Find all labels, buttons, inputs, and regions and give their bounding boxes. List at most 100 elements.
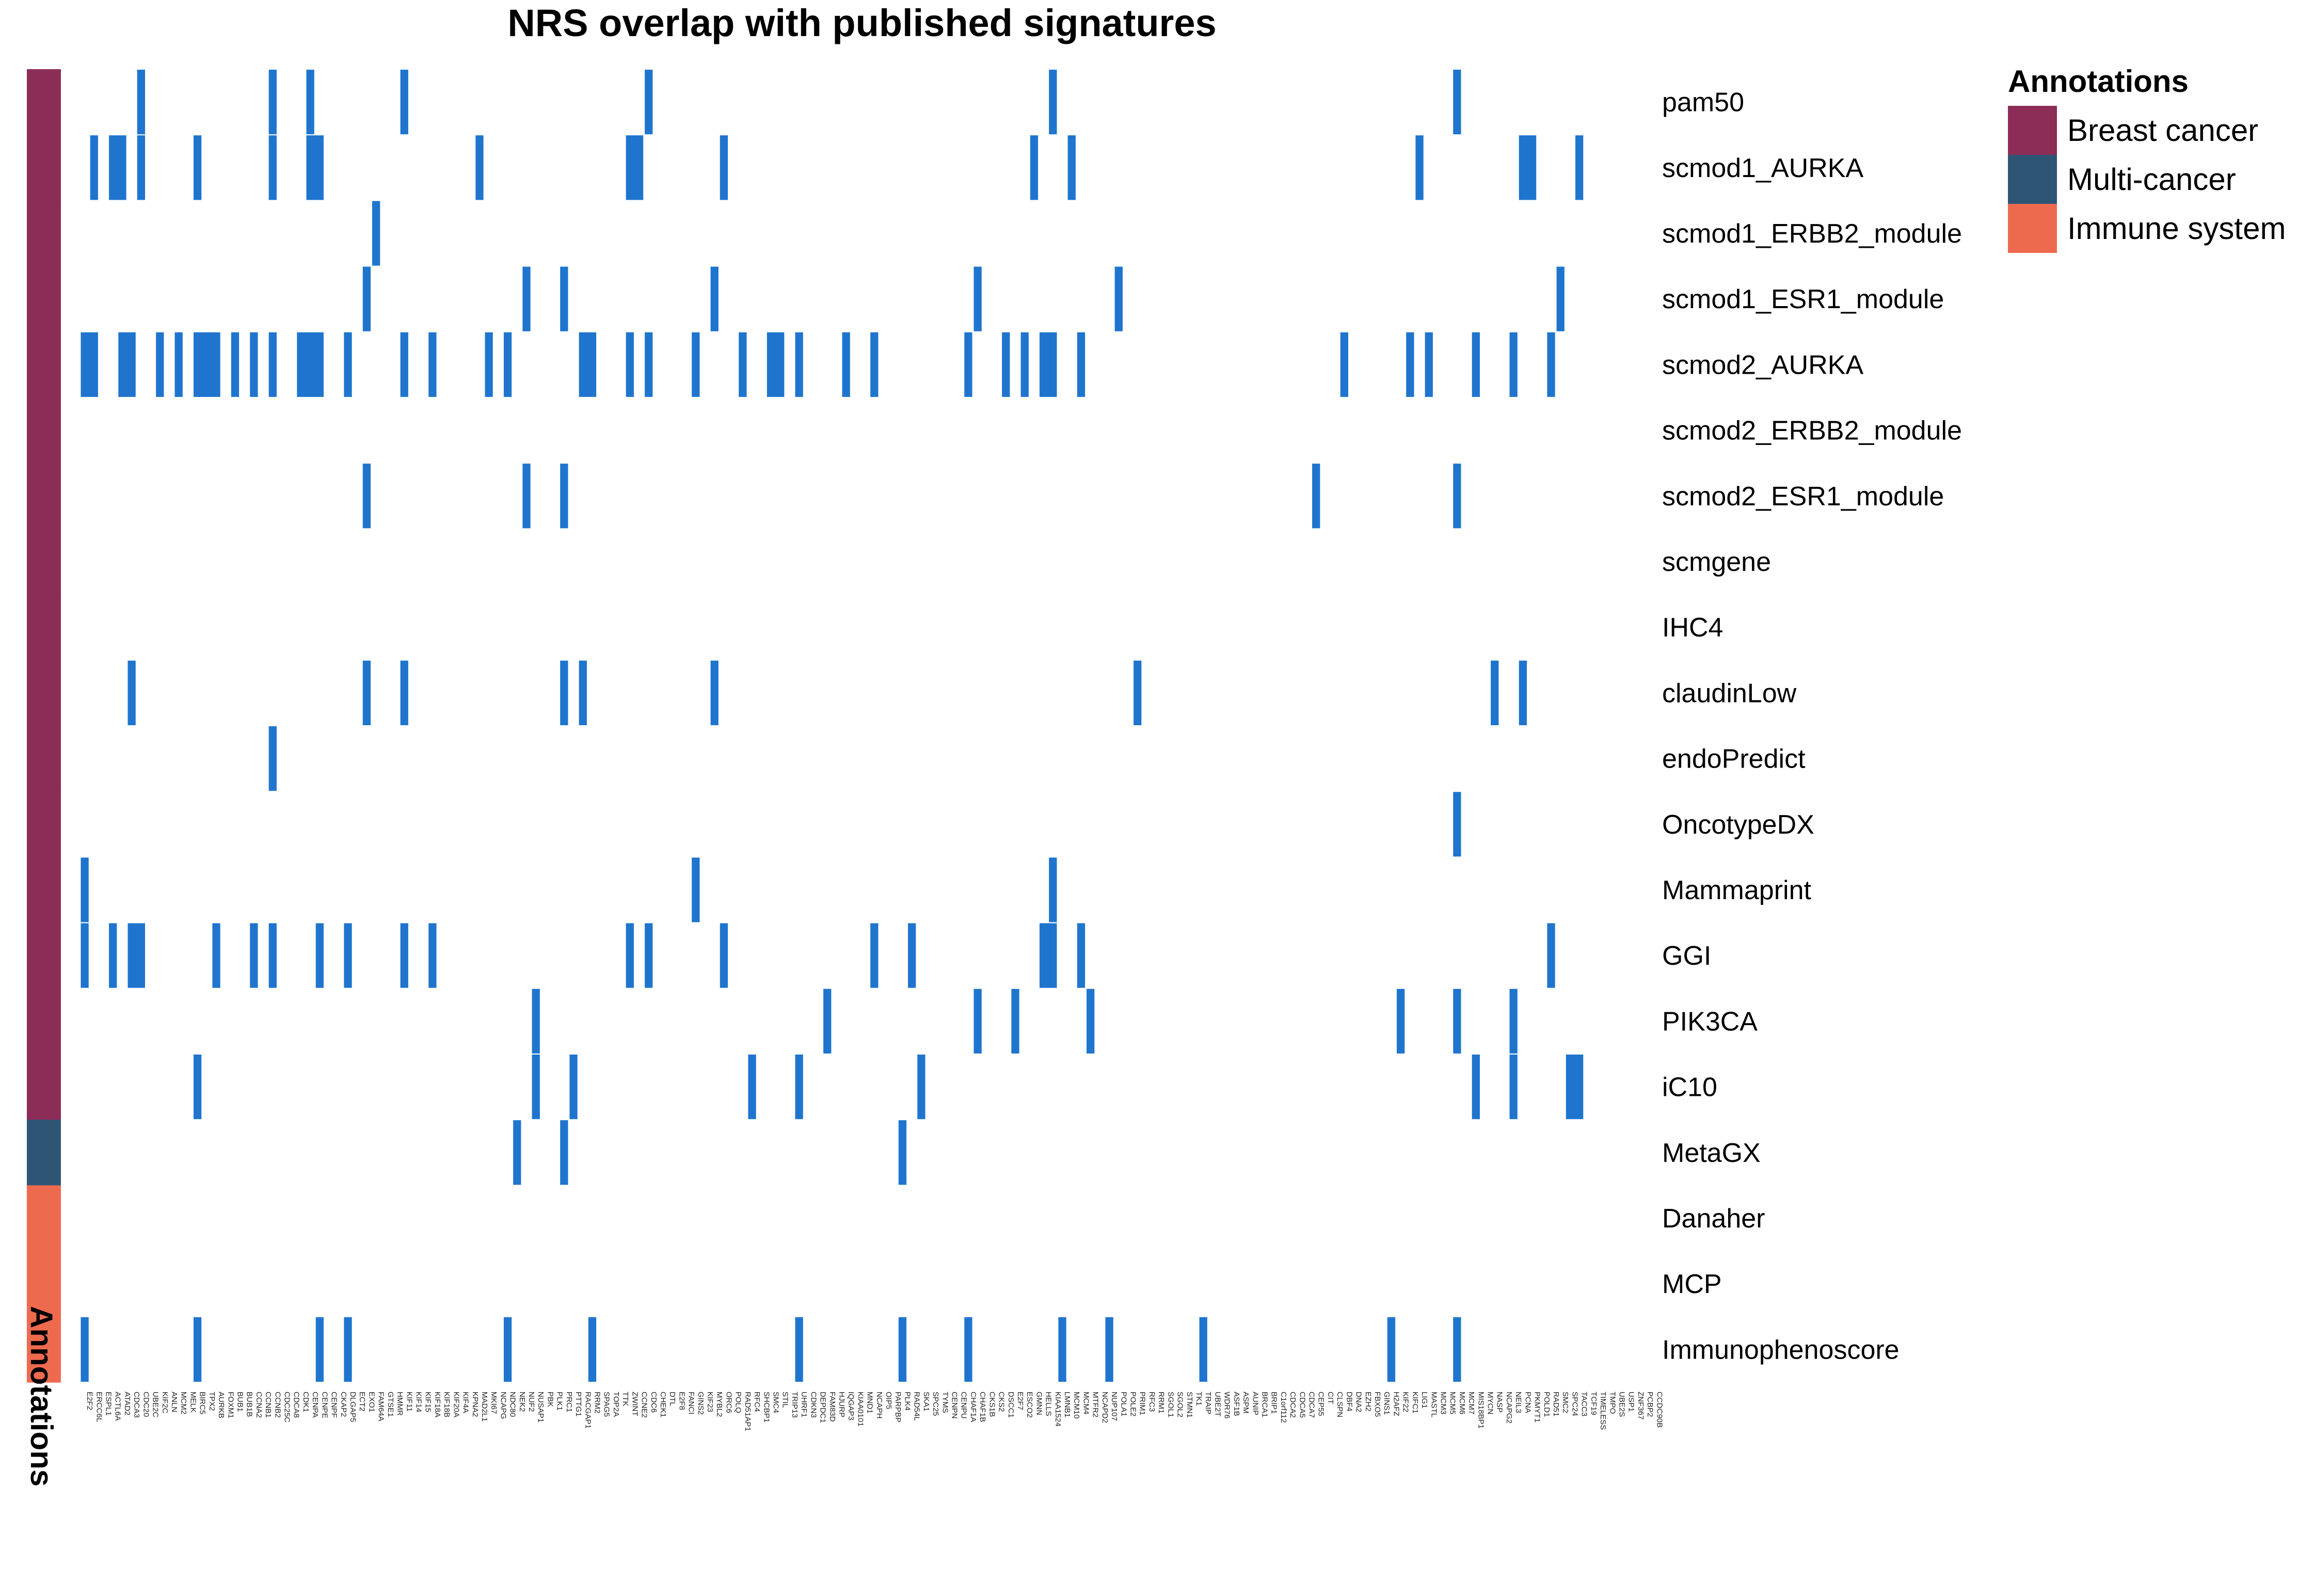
column-label-GMNN: GMNN: [1034, 1392, 1043, 1415]
heatmap-cell-scmod2_AURKA-16: [231, 332, 240, 397]
annotation-axis-label: Annotations: [24, 1306, 59, 1487]
annotation-cell-scmod1_AURKA: [27, 135, 61, 201]
annotation-cell-claudinLow: [27, 660, 61, 726]
column-label-TRIP13: TRIP13: [790, 1392, 799, 1418]
column-label-POLQ: POLQ: [734, 1392, 743, 1413]
column-label-MCM3: MCM3: [1439, 1392, 1448, 1414]
row-label-scmod1_ERBB2_module: scmod1_ERBB2_module: [1662, 219, 1962, 249]
column-label-CENPN: CENPN: [950, 1392, 959, 1419]
heatmap-cell-PIK3CA-79: [823, 988, 832, 1054]
column-label-TCF19: TCF19: [1589, 1392, 1598, 1415]
column-label-ATAD2: ATAD2: [123, 1392, 132, 1415]
column-label-MTFR2: MTFR2: [1091, 1392, 1100, 1417]
heatmap-cell-Immunophenoscore-54: [588, 1317, 597, 1382]
column-label-BUB1B: BUB1B: [245, 1392, 254, 1417]
heatmap-cell-scmod2_AURKA-98: [1002, 332, 1010, 397]
heatmap-cell-MetaGX-51: [560, 1120, 568, 1185]
heatmap-cell-Immunophenoscore-104: [1058, 1317, 1066, 1382]
column-label-NCAPG: NCAPG: [499, 1392, 507, 1419]
column-label-NASP: NASP: [1495, 1392, 1504, 1413]
heatmap-cell-scmod2_ESR1_module-47: [522, 464, 531, 529]
row-label-Danaher: Danaher: [1662, 1204, 1765, 1234]
heatmap-cell-scmod2_AURKA-37: [428, 332, 437, 397]
column-label-SGOL1: SGOL1: [1166, 1392, 1175, 1417]
column-label-PARPBP: PARPBP: [893, 1392, 902, 1423]
heatmap-cell-pam50-60: [645, 70, 653, 135]
column-label-CCDC90B: CCDC90B: [1655, 1392, 1664, 1428]
column-label-FANCI: FANCI: [687, 1392, 696, 1414]
heatmap-cell-claudinLow-112: [1134, 660, 1142, 725]
heatmap-cell-scmod1_AURKA-1: [90, 135, 98, 200]
column-label-TRAIP: TRAIP: [1204, 1392, 1212, 1414]
heatmap-cell-scmod1_ERBB2_module-31: [372, 201, 380, 266]
heatmap-cell-scmod1_AURKA-68: [720, 135, 728, 200]
heatmap-cell-scmod2_AURKA-76: [795, 332, 803, 397]
heatmap-cell-pam50-20: [268, 70, 277, 135]
heatmap-cell-Immunophenoscore-25: [315, 1317, 324, 1382]
heatmap-cell-GGI-28: [344, 923, 352, 988]
heatmap-cell-GGI-20: [268, 923, 277, 988]
column-label-CCNA2: CCNA2: [254, 1392, 263, 1418]
column-label-GINS2: GINS2: [696, 1392, 705, 1415]
heatmap-cell-Immunophenoscore-76: [795, 1317, 803, 1382]
column-label-OIP5: OIP5: [884, 1392, 893, 1409]
column-label-KIF22: KIF22: [1401, 1392, 1410, 1412]
column-label-MIS18BP1: MIS18BP1: [1476, 1392, 1485, 1429]
heatmap-cell-iC10-148: [1472, 1055, 1480, 1120]
column-label-KPNA2: KPNA2: [471, 1392, 480, 1417]
heatmap-cell-scmod2_AURKA-100: [1020, 332, 1029, 397]
column-label-STMN1: STMN1: [1185, 1392, 1194, 1418]
column-label-C1orf112: C1orf112: [1279, 1392, 1288, 1423]
annotation-cell-OncotypeDX: [27, 791, 61, 857]
column-label-MELK: MELK: [188, 1392, 197, 1413]
heatmap-cell-claudinLow-30: [362, 660, 371, 725]
legend-label-2: Immune system: [2067, 211, 2286, 246]
column-label-CHAF1A: CHAF1A: [969, 1392, 978, 1422]
heatmap-cell-GGI-37: [428, 923, 437, 988]
heatmap-cell-scmod2_AURKA-8: [156, 332, 164, 397]
annotation-cell-IHC4: [27, 594, 61, 661]
column-label-LMNB1: LMNB1: [1063, 1392, 1072, 1417]
heatmap-cell-claudinLow-150: [1491, 660, 1499, 725]
row-label-MetaGX: MetaGX: [1662, 1138, 1761, 1168]
heatmap-cell-scmod1_ESR1_module-30: [362, 266, 371, 331]
row-label-Immunophenoscore: Immunophenoscore: [1662, 1335, 1900, 1365]
column-label-TMPO: TMPO: [1608, 1392, 1617, 1414]
heatmap-cell-scmod2_AURKA-94: [964, 332, 972, 397]
heatmap-cell-scmod1_AURKA-159: [1575, 135, 1584, 200]
annotation-cell-pam50: [27, 69, 61, 135]
annotation-cell-PIK3CA: [27, 988, 61, 1055]
column-label-UBE2C: UBE2C: [151, 1392, 160, 1417]
column-label-ASPM: ASPM: [1241, 1392, 1250, 1414]
column-label-KIF20A: KIF20A: [452, 1392, 460, 1417]
annotation-cell-scmod2_ESR1_module: [27, 463, 61, 529]
annotation-cell-scmod1_ESR1_module: [27, 266, 61, 332]
heatmap-cell-scmod1_AURKA-142: [1415, 135, 1424, 200]
heatmap-cell-GGI-5: [127, 923, 146, 988]
heatmap-cell-pam50-103: [1049, 70, 1057, 135]
heatmap-cell-scmod2_AURKA-102: [1039, 332, 1057, 397]
column-label-KIF14: KIF14: [414, 1392, 423, 1412]
heatmap-cell-GGI-18: [250, 923, 258, 988]
annotation-cell-GGI: [27, 922, 61, 989]
row-label-scmod2_ERBB2_module: scmod2_ERBB2_module: [1662, 416, 1962, 446]
heatmap-cell-scmod1_ESR1_module-47: [522, 266, 531, 331]
column-label-CCNE2: CCNE2: [640, 1392, 649, 1418]
heatmap-cell-scmod2_AURKA-28: [344, 332, 352, 397]
column-label-NCAPD2: NCAPD2: [1100, 1392, 1109, 1423]
annotation-cell-scmod2_AURKA: [27, 331, 61, 398]
column-label-KIF23: KIF23: [706, 1392, 714, 1412]
heatmap-cell-iC10-158: [1566, 1055, 1584, 1120]
column-label-MAD2L1: MAD2L1: [480, 1392, 489, 1422]
heatmap-cell-GGI-25: [315, 923, 324, 988]
heatmap-cell-iC10-52: [569, 1055, 578, 1120]
heatmap-cell-scmod1_ESR1_module-51: [560, 266, 568, 331]
heatmap-cell-scmod2_AURKA-58: [626, 332, 634, 397]
heatmap-cell-scmod2_AURKA-70: [739, 332, 747, 397]
heatmap-cell-scmod2_AURKA-141: [1406, 332, 1414, 397]
heatmap-cell-Immunophenoscore-146: [1453, 1317, 1461, 1382]
column-label-CDCA7: CDCA7: [1307, 1392, 1316, 1418]
column-label-DNA2: DNA2: [1354, 1392, 1363, 1412]
heatmap-cell-Immunophenoscore-94: [964, 1317, 972, 1382]
